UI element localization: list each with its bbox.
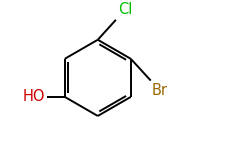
Text: HO: HO: [22, 89, 45, 104]
Text: Cl: Cl: [118, 2, 132, 17]
Text: Br: Br: [152, 83, 168, 98]
